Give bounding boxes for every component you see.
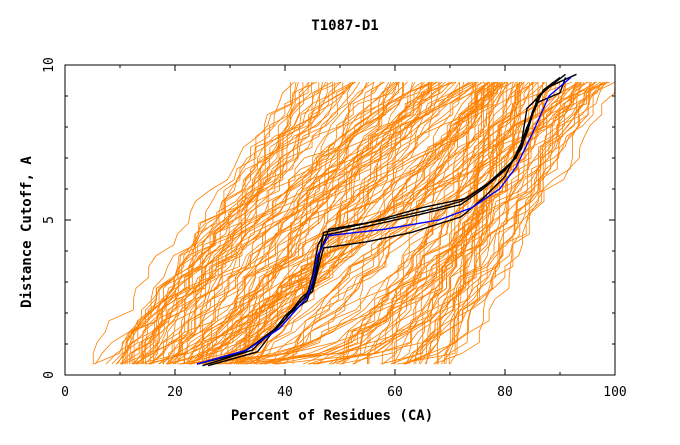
background-series-line xyxy=(220,81,443,365)
background-series-line xyxy=(153,81,299,365)
background-series-line xyxy=(172,82,297,365)
background-series-line xyxy=(242,82,441,365)
background-series-line xyxy=(259,81,606,365)
background-series-line xyxy=(143,81,398,365)
background-series-line xyxy=(149,81,423,365)
background-series-line xyxy=(271,81,573,365)
background-series-line xyxy=(445,82,492,365)
background-series-line xyxy=(449,82,508,365)
background-series-line xyxy=(203,82,592,365)
background-series-line xyxy=(144,81,327,365)
background-series-line xyxy=(119,81,333,365)
background-series-line xyxy=(122,81,295,365)
background-series-line xyxy=(141,81,356,365)
y-tick-group: 0 5 10 xyxy=(42,57,615,379)
background-series-line xyxy=(408,81,566,365)
background-series-line xyxy=(166,81,368,365)
background-series-line xyxy=(135,82,423,365)
background-series-line xyxy=(272,81,557,365)
background-series-line xyxy=(215,81,450,365)
background-series-line xyxy=(419,82,518,365)
background-series-line xyxy=(210,81,385,365)
background-series-line xyxy=(393,82,520,365)
highlight-series-group xyxy=(196,73,577,367)
background-series-line xyxy=(178,82,476,365)
background-series-line xyxy=(332,81,589,365)
x-axis-title: Percent of Residues (CA) xyxy=(231,408,433,424)
x-tick-label: 20 xyxy=(167,385,183,400)
background-series-line xyxy=(437,81,546,365)
background-series-line xyxy=(250,81,395,365)
background-series-line xyxy=(220,81,438,365)
x-tick-label: 80 xyxy=(497,385,513,400)
background-series-line xyxy=(163,82,320,365)
background-series-line xyxy=(367,81,608,365)
background-series-line xyxy=(201,81,489,365)
x-tick-label: 40 xyxy=(277,385,293,400)
highlight-series-line-black xyxy=(207,73,577,367)
background-series-line xyxy=(448,82,581,365)
background-series-line xyxy=(151,81,341,365)
background-series-line xyxy=(117,81,399,365)
background-series-line xyxy=(149,81,489,365)
background-series-line xyxy=(111,81,474,365)
background-series-line xyxy=(131,81,354,365)
background-series-line xyxy=(317,81,578,365)
background-series-line xyxy=(413,82,556,365)
background-series-line xyxy=(203,81,503,365)
background-series-line xyxy=(415,81,525,365)
background-series-line xyxy=(121,81,490,365)
background-series-line xyxy=(426,81,604,365)
background-series-line xyxy=(403,81,580,365)
x-tick-label: 0 xyxy=(61,385,69,400)
chart-title: T1087-D1 xyxy=(311,18,378,34)
background-series-line xyxy=(133,81,452,365)
y-tick-label: 0 xyxy=(42,371,57,379)
background-series-line xyxy=(158,82,399,365)
background-series-line xyxy=(188,81,608,365)
background-series-line xyxy=(183,82,475,365)
background-series-line xyxy=(131,81,434,365)
background-series-line xyxy=(185,81,431,365)
background-series-line xyxy=(443,82,539,365)
background-series-line xyxy=(120,81,351,365)
background-series-line xyxy=(273,81,525,365)
background-series-line xyxy=(336,81,561,365)
background-series-line xyxy=(162,82,460,365)
y-tick-label: 5 xyxy=(42,216,57,224)
background-series-line xyxy=(330,81,533,365)
y-tick-label: 10 xyxy=(42,57,57,73)
background-series-line xyxy=(397,82,560,365)
background-series-line xyxy=(92,82,304,365)
background-series-line xyxy=(278,81,604,365)
background-series-line xyxy=(207,81,479,365)
background-series-line xyxy=(166,81,505,365)
background-series-line xyxy=(140,82,309,365)
background-series-line xyxy=(283,81,534,365)
background-series-line xyxy=(307,81,497,365)
background-series-line xyxy=(218,81,508,365)
x-tick-group: 0 20 40 60 80 100 xyxy=(61,65,627,400)
background-series-line xyxy=(173,81,401,365)
background-series-line xyxy=(198,81,416,365)
background-series-line xyxy=(190,81,472,365)
x-tick-label: 100 xyxy=(603,385,626,400)
background-series-line xyxy=(188,81,490,365)
background-series-line xyxy=(234,82,430,365)
background-series-line xyxy=(393,81,616,365)
x-tick-label: 60 xyxy=(387,385,403,400)
background-series-line xyxy=(169,81,456,365)
background-series-line xyxy=(424,81,554,365)
background-series-line xyxy=(167,81,457,365)
background-series-line xyxy=(247,81,499,365)
background-series-line xyxy=(264,81,523,365)
background-series-line xyxy=(253,81,498,365)
highlight-series-line-black xyxy=(196,77,567,365)
background-series-line xyxy=(184,81,506,365)
highlight-series-line-blue xyxy=(196,76,572,365)
y-axis-title: Distance Cutoff, A xyxy=(19,156,35,308)
